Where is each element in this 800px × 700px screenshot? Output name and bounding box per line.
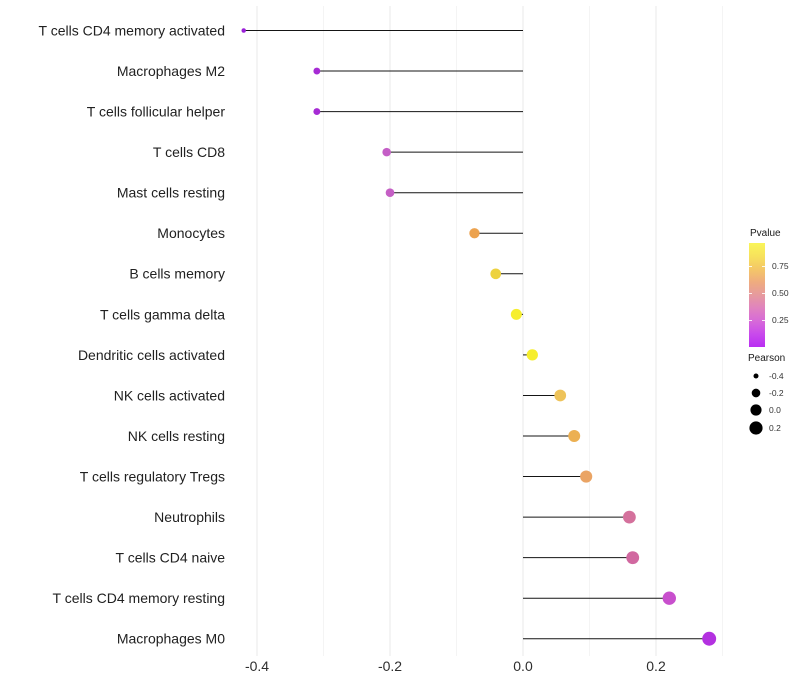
pearson-legend-dot [753,373,759,379]
pearson-legend-dot [751,388,761,398]
lollipop-dot [469,228,480,239]
y-axis-label: Macrophages M0 [117,631,225,647]
lollipop-dot [241,28,246,33]
pearson-legend-label: -0.2 [769,388,784,399]
y-axis-label: T cells regulatory Tregs [80,468,225,484]
pearson-legend-dot [750,404,762,416]
colorbar-tick [749,293,752,294]
pearson-legend-dot [749,421,763,435]
x-axis-tick-label: -0.4 [245,658,269,674]
colorbar-tick [749,320,752,321]
pearson-legend: Pearson -0.4 -0.2 0.0 0.2 [748,353,800,443]
y-axis-label: T cells CD4 naive [116,550,226,566]
y-axis-label: B cells memory [129,266,225,282]
lollipop-dot [385,188,395,198]
colorbar-tick [762,320,765,321]
lollipop-dot [580,470,593,483]
y-axis-label: Monocytes [157,225,225,241]
pearson-legend-dot-circle [750,404,762,416]
lollipop-dot [623,510,636,524]
colorbar-tick-label: 0.50 [772,288,789,298]
y-axis-label: Macrophages M2 [117,63,225,79]
colorbar-tick-label: 0.25 [772,315,789,325]
pearson-legend-label: 0.0 [769,405,781,416]
y-axis-label: Dendritic cells activated [78,347,225,363]
lollipop-dot [702,631,717,646]
lollipop-dot [313,108,321,116]
y-axis-label: T cells CD4 memory activated [39,22,225,38]
lollipop-dot [662,591,676,605]
y-axis-label: NK cells resting [128,428,225,444]
pvalue-gradient-bar [749,243,765,347]
lollipop-dot [526,349,538,361]
x-axis-tick-label: 0.2 [646,658,666,674]
lollipop-dot [382,147,391,157]
lollipop-dot [554,389,567,402]
lollipop-dot [510,308,522,320]
pearson-legend-dot-circle [753,373,759,379]
colorbar-tick [749,266,752,267]
colorbar-tick [762,293,765,294]
y-axis-label: T cells CD4 memory resting [53,590,225,606]
y-axis-label: T cells follicular helper [87,104,226,120]
y-axis-label: Neutrophils [154,509,225,525]
pearson-legend-dot-circle [749,421,763,435]
x-axis-tick-label: -0.2 [378,658,402,674]
y-axis-label: T cells CD8 [153,144,225,160]
pearson-legend-label: 0.2 [769,422,781,433]
colorbar-tick [762,266,765,267]
pvalue-legend-title: Pvalue [750,228,781,239]
lollipop-dot [568,430,581,442]
pvalue-legend: Pvalue 0.75 0.50 0.25 [749,228,789,347]
pearson-legend-title: Pearson [748,353,786,364]
lollipop-dot [490,268,502,280]
pvalue-colorbar: 0.75 0.50 0.25 [749,243,799,347]
x-axis-tick-label: 0.0 [513,658,533,674]
y-axis-label: T cells gamma delta [100,306,225,322]
lollipop-dot [313,67,321,75]
y-axis-label: NK cells activated [114,387,225,403]
pearson-legend-label: -0.4 [769,371,784,381]
pearson-legend-dot-circle [751,388,761,398]
lollipop-dot [626,551,640,565]
pearson-legend-item: 0.0 [749,402,781,419]
colorbar-tick-label: 0.75 [772,261,789,271]
pearson-legend-item: -0.2 [749,385,784,402]
pearson-legend-item: -0.4 [749,368,784,385]
y-axis-label: Mast cells resting [117,185,225,201]
pearson-legend-item: 0.2 [749,419,781,436]
